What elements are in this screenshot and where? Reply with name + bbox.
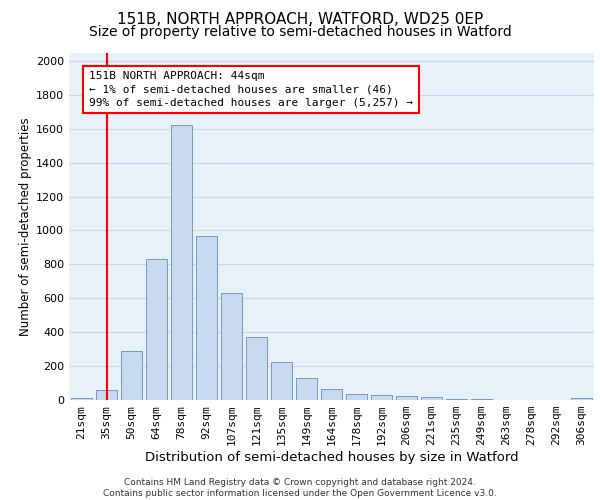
- Text: 151B NORTH APPROACH: 44sqm
← 1% of semi-detached houses are smaller (46)
99% of : 151B NORTH APPROACH: 44sqm ← 1% of semi-…: [89, 71, 413, 108]
- Bar: [121, 351, 142, 400]
- Bar: [321, 389, 342, 400]
- X-axis label: Distribution of semi-detached houses by size in Watford: Distribution of semi-detached houses by …: [145, 451, 518, 464]
- Bar: [421, 398, 442, 400]
- Bar: [371, 395, 392, 400]
- Bar: [71, 398, 92, 400]
- Bar: [396, 396, 417, 400]
- Text: 151B, NORTH APPROACH, WATFORD, WD25 0EP: 151B, NORTH APPROACH, WATFORD, WD25 0EP: [117, 12, 483, 28]
- Bar: [346, 394, 367, 400]
- Bar: [146, 260, 167, 400]
- Y-axis label: Number of semi-detached properties: Number of semi-detached properties: [19, 117, 32, 336]
- Text: Contains HM Land Registry data © Crown copyright and database right 2024.
Contai: Contains HM Land Registry data © Crown c…: [103, 478, 497, 498]
- Bar: [171, 126, 192, 400]
- Bar: [446, 398, 467, 400]
- Bar: [221, 293, 242, 400]
- Bar: [271, 362, 292, 400]
- Bar: [571, 398, 592, 400]
- Text: Size of property relative to semi-detached houses in Watford: Size of property relative to semi-detach…: [89, 25, 511, 39]
- Bar: [296, 378, 317, 400]
- Bar: [96, 390, 117, 400]
- Bar: [196, 236, 217, 400]
- Bar: [246, 338, 267, 400]
